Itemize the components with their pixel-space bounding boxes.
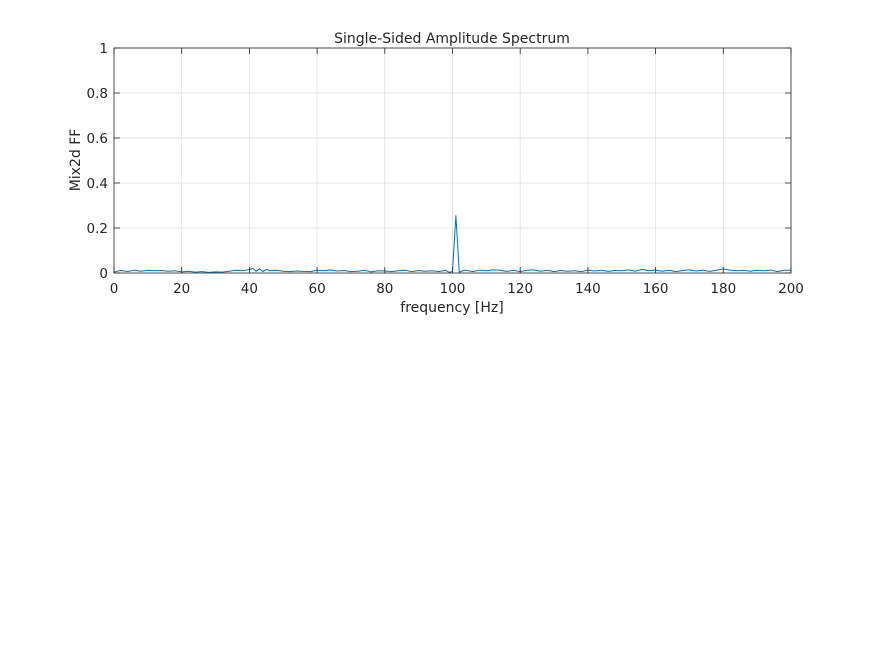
y-tick-label: 0	[99, 266, 108, 282]
spectrum-line	[113, 215, 791, 273]
grid	[113, 47, 792, 274]
y-axis-label: Mix2d FF	[68, 129, 84, 192]
x-tick-label: 80	[376, 281, 393, 297]
y-tick-label: 1	[99, 41, 108, 57]
x-tick-label: 100	[440, 281, 466, 297]
x-tick-label: 180	[710, 281, 736, 297]
x-tick-label: 200	[778, 281, 804, 297]
x-tick-label: 40	[241, 281, 258, 297]
x-axis-label: frequency [Hz]	[400, 300, 503, 316]
x-tick-label: 0	[110, 281, 119, 297]
x-tick-label: 160	[643, 281, 669, 297]
ticks	[113, 47, 792, 274]
x-tick-label: 140	[575, 281, 601, 297]
y-tick-label: 0.6	[87, 131, 108, 147]
y-tick-label: 0.8	[87, 86, 108, 102]
x-tick-labels: 0 20 40 60 80 100 120 140 160 180 200	[110, 281, 804, 297]
y-tick-label: 0.4	[87, 176, 108, 192]
y-tick-label: 0.2	[87, 221, 108, 237]
series-layer	[113, 215, 791, 273]
x-tick-label: 20	[173, 281, 190, 297]
x-tick-label: 60	[309, 281, 326, 297]
y-tick-labels: 0 0.2 0.4 0.6 0.8 1	[87, 41, 108, 282]
x-tick-label: 120	[507, 281, 533, 297]
chart-title: Single-Sided Amplitude Spectrum	[334, 31, 570, 47]
